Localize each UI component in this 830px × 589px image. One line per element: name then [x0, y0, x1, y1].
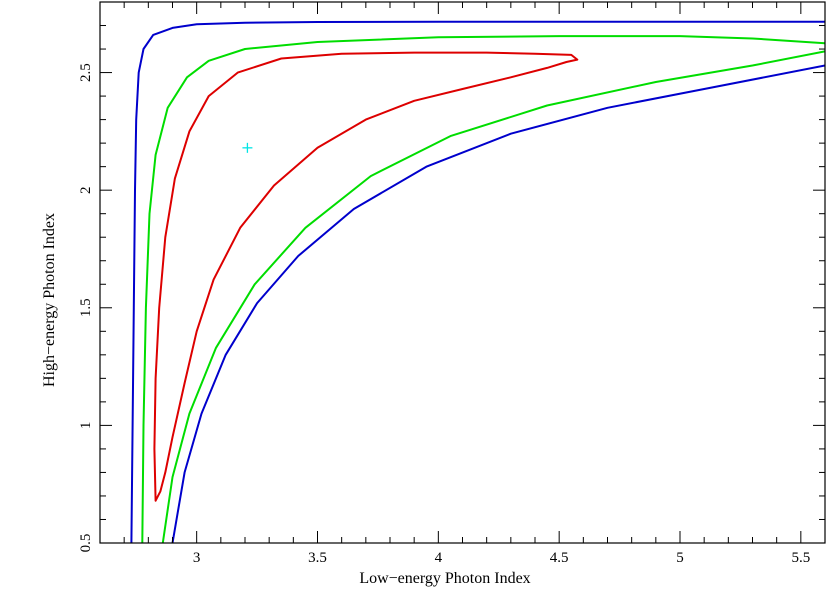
y-tick-label: 1.5	[78, 298, 94, 317]
x-tick-label: 4	[435, 550, 443, 566]
x-axis-title: Low−energy Photon Index	[359, 570, 530, 587]
x-axis-ticks: 3 3.5 4 4.5 5 5.5	[99, 2, 826, 566]
contour-curves	[130, 20, 825, 543]
y-tick-label: 0.5	[78, 534, 94, 553]
contour-line-4	[161, 50, 825, 543]
contour-line-5	[153, 51, 579, 502]
x-tick-label: 5.5	[791, 550, 810, 566]
contour-line-2	[171, 64, 825, 543]
plot-frame	[99, 1, 826, 544]
y-tick-label: 1	[78, 422, 94, 430]
contour-line-3	[141, 35, 825, 543]
x-tick-label: 5	[676, 550, 684, 566]
y-tick-label: 2	[78, 186, 94, 194]
x-tick-label: 3	[193, 550, 201, 566]
x-tick-label: 4.5	[550, 550, 569, 566]
best-fit-marker	[242, 142, 253, 153]
x-tick-label: 3.5	[308, 550, 327, 566]
y-axis-title: High−energy Photon Index	[41, 213, 58, 387]
y-axis-ticks: 0.5 1 1.5 2 2.5	[78, 1, 825, 553]
y-tick-label: 2.5	[78, 63, 94, 82]
contour-line-1	[130, 20, 825, 543]
